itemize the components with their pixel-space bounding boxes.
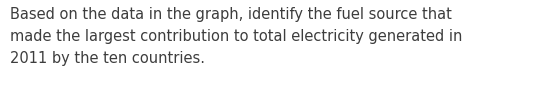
Text: Based on the data in the graph, identify the fuel source that
made the largest c: Based on the data in the graph, identify…	[10, 7, 463, 66]
